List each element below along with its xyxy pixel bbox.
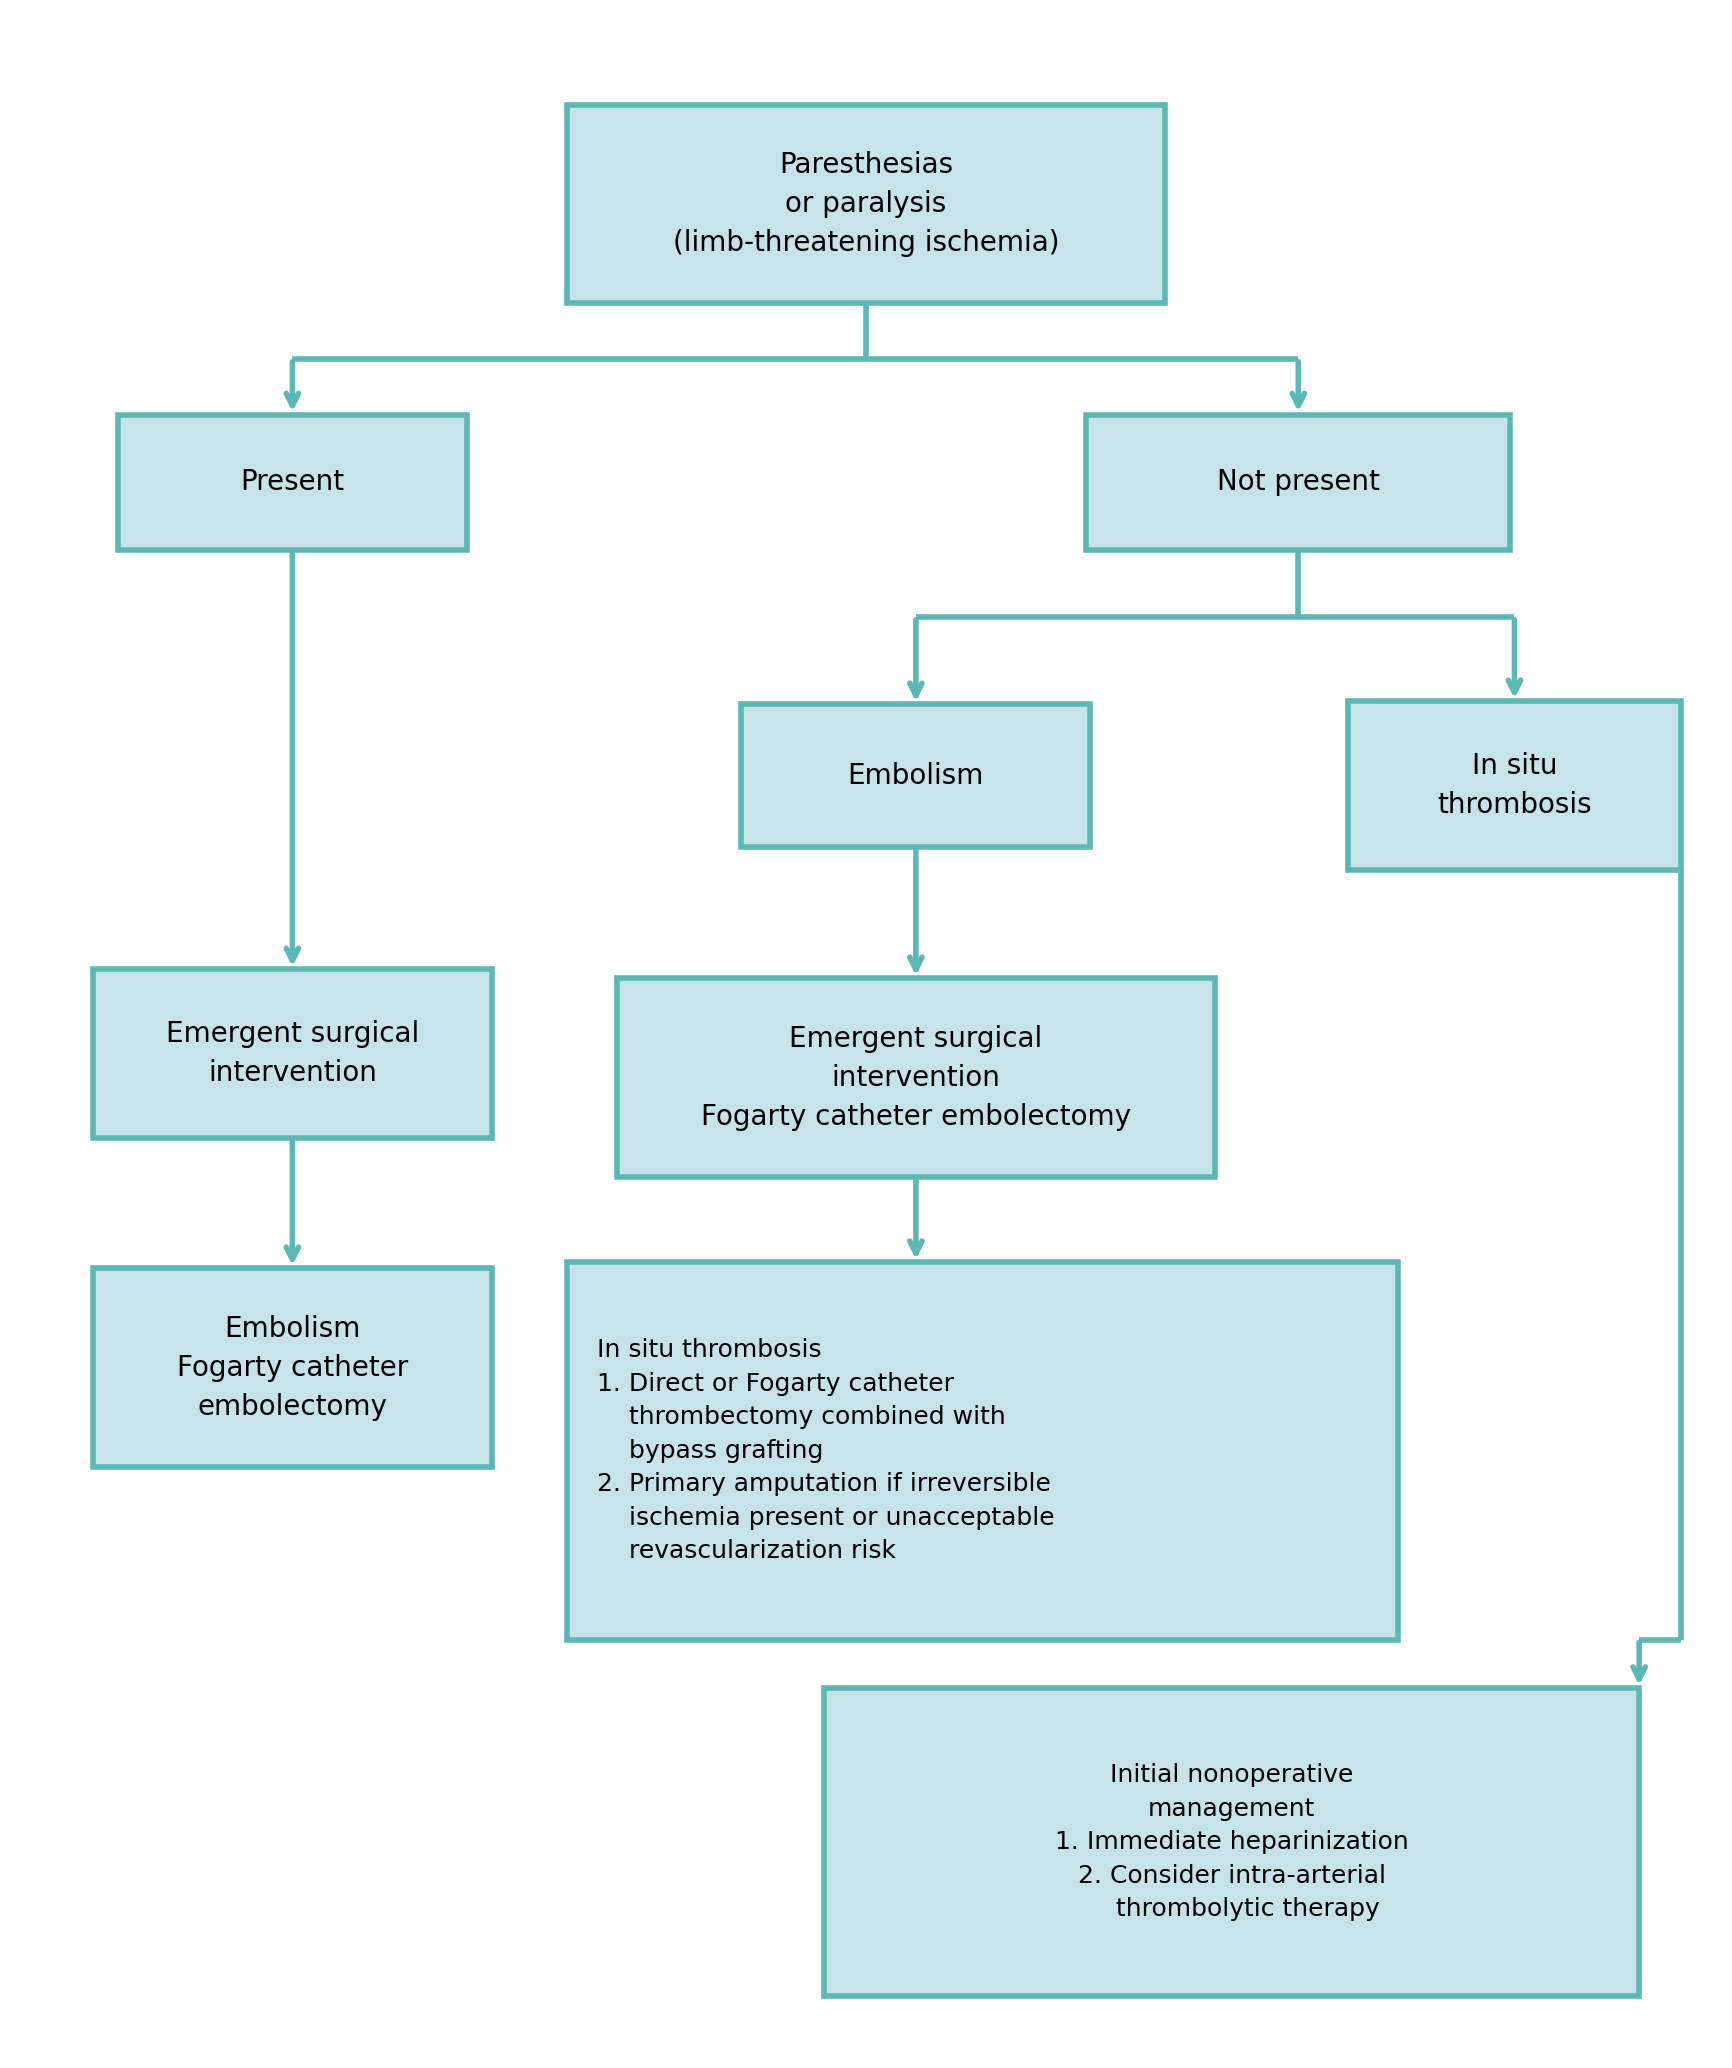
Text: Emergent surgical
intervention: Emergent surgical intervention xyxy=(166,1020,419,1088)
Text: Initial nonoperative
management
1. Immediate heparinization
2. Consider intra-ar: Initial nonoperative management 1. Immed… xyxy=(1055,1764,1408,1921)
Text: Present: Present xyxy=(241,467,345,496)
FancyBboxPatch shape xyxy=(1086,414,1510,550)
FancyBboxPatch shape xyxy=(741,705,1091,848)
FancyBboxPatch shape xyxy=(566,1261,1398,1640)
FancyBboxPatch shape xyxy=(1347,701,1680,871)
Text: In situ thrombosis
1. Direct or Fogarty catheter
    thrombectomy combined with
: In situ thrombosis 1. Direct or Fogarty … xyxy=(596,1338,1055,1563)
Text: Emergent surgical
intervention
Fogarty catheter embolectomy: Emergent surgical intervention Fogarty c… xyxy=(701,1024,1131,1131)
Text: Embolism
Fogarty catheter
embolectomy: Embolism Fogarty catheter embolectomy xyxy=(177,1315,409,1421)
Text: In situ
thrombosis: In situ thrombosis xyxy=(1438,753,1592,819)
FancyBboxPatch shape xyxy=(824,1687,1638,1996)
FancyBboxPatch shape xyxy=(566,105,1166,304)
Text: Not present: Not present xyxy=(1218,467,1380,496)
Text: Embolism: Embolism xyxy=(847,761,984,790)
FancyBboxPatch shape xyxy=(118,414,468,550)
FancyBboxPatch shape xyxy=(94,970,492,1137)
Text: Paresthesias
or paralysis
(limb-threatening ischemia): Paresthesias or paralysis (limb-threaten… xyxy=(672,151,1060,256)
FancyBboxPatch shape xyxy=(617,978,1216,1177)
FancyBboxPatch shape xyxy=(94,1268,492,1466)
